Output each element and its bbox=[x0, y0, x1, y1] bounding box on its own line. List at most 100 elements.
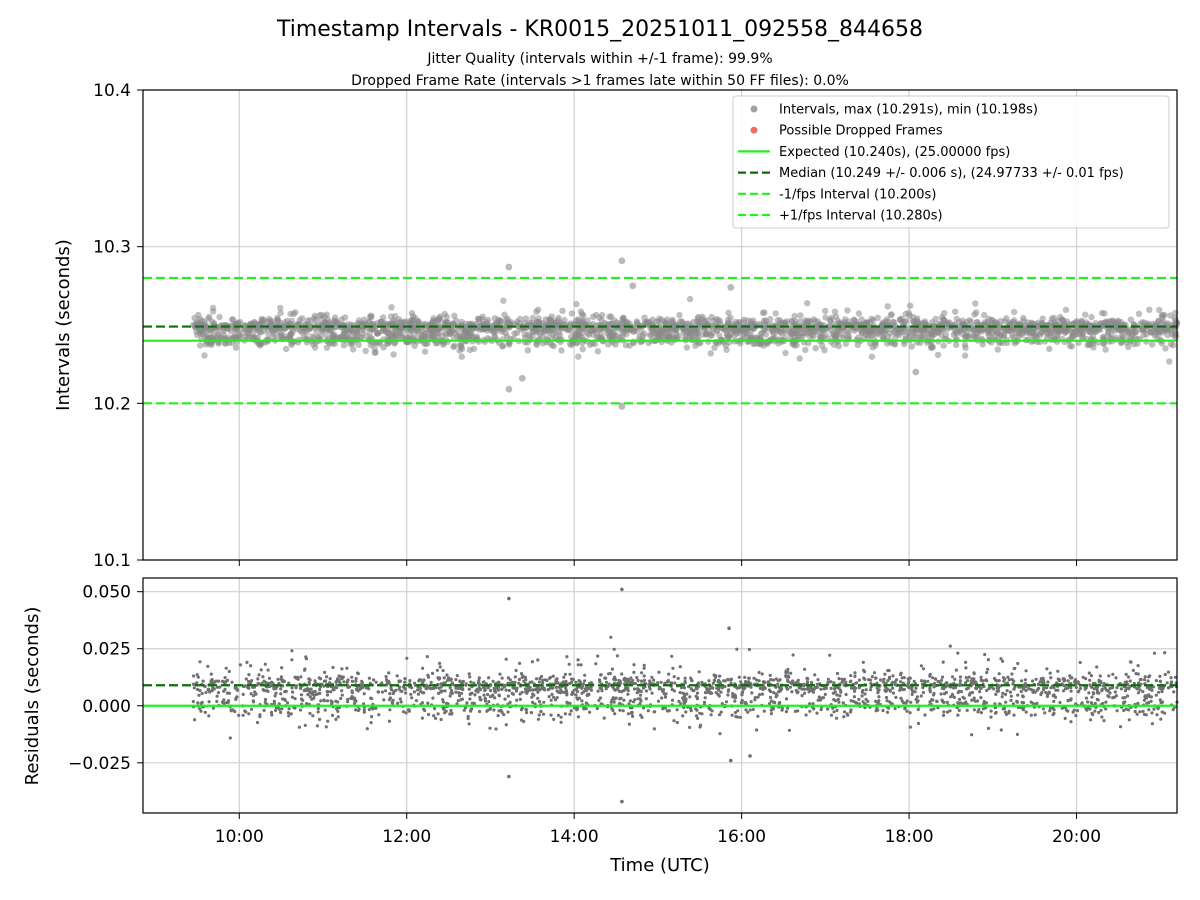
residual-point bbox=[719, 710, 723, 714]
residual-point bbox=[555, 696, 559, 700]
residual-point bbox=[445, 701, 449, 706]
residual-point bbox=[678, 690, 682, 695]
interval-point bbox=[446, 330, 453, 337]
residual-point bbox=[299, 693, 304, 697]
interval-point bbox=[835, 342, 842, 350]
residual-point bbox=[970, 733, 974, 737]
residual-point bbox=[837, 677, 841, 681]
residual-point bbox=[749, 685, 753, 689]
residual-point bbox=[743, 700, 748, 704]
residual-point bbox=[502, 713, 506, 717]
residual-point bbox=[1141, 709, 1145, 714]
residual-point bbox=[388, 692, 392, 696]
residual-point bbox=[450, 688, 454, 693]
residual-point bbox=[201, 679, 205, 683]
residual-point bbox=[459, 686, 463, 690]
residual-point bbox=[464, 683, 468, 687]
interval-point bbox=[726, 326, 733, 334]
interval-point bbox=[396, 329, 403, 336]
residual-point bbox=[835, 708, 839, 713]
interval-point bbox=[568, 310, 576, 317]
residual-point bbox=[530, 695, 534, 699]
residual-point bbox=[956, 701, 960, 705]
residual-point bbox=[1123, 689, 1128, 693]
residual-point bbox=[192, 686, 196, 690]
residual-point bbox=[1133, 709, 1137, 714]
residual-point bbox=[941, 713, 946, 718]
residual-point bbox=[964, 681, 968, 685]
residual-point bbox=[985, 670, 989, 675]
residual-point bbox=[877, 695, 881, 699]
interval-point bbox=[1062, 306, 1070, 313]
residual-point bbox=[599, 687, 604, 691]
residual-point bbox=[404, 691, 408, 695]
interval-point bbox=[191, 314, 198, 322]
interval-point bbox=[502, 330, 509, 337]
residual-point bbox=[870, 675, 875, 679]
residual-point bbox=[1010, 672, 1014, 676]
residual-point bbox=[874, 699, 878, 704]
residual-point bbox=[872, 671, 877, 675]
interval-point bbox=[1146, 306, 1153, 313]
interval-point bbox=[598, 317, 605, 324]
interval-point bbox=[862, 331, 870, 338]
residual-point bbox=[935, 699, 939, 704]
residual-point bbox=[698, 723, 703, 727]
residual-point bbox=[610, 667, 615, 671]
residual-point bbox=[1088, 707, 1092, 711]
residual-point bbox=[639, 679, 644, 683]
residual-point bbox=[598, 696, 603, 700]
residual-point bbox=[1001, 659, 1005, 663]
residual-point bbox=[244, 710, 248, 714]
residual-point bbox=[964, 666, 968, 670]
residual-point bbox=[563, 712, 568, 716]
residual-point bbox=[777, 685, 781, 689]
residual-point bbox=[997, 679, 1001, 683]
residual-point bbox=[218, 685, 222, 689]
residual-point bbox=[318, 687, 322, 692]
residual-point bbox=[964, 660, 968, 664]
residual-point bbox=[1123, 696, 1127, 700]
residual-point bbox=[958, 683, 962, 688]
residual-point bbox=[978, 690, 982, 694]
residual-point bbox=[954, 668, 959, 672]
residual-point bbox=[586, 687, 591, 691]
residual-point bbox=[564, 689, 569, 693]
residual-point bbox=[754, 678, 759, 682]
interval-point bbox=[768, 327, 775, 334]
residual-point bbox=[977, 708, 981, 712]
interval-point bbox=[220, 331, 228, 339]
residual-point bbox=[642, 678, 647, 683]
interval-point bbox=[890, 318, 897, 326]
residual-point bbox=[200, 691, 204, 696]
residual-point bbox=[536, 658, 540, 662]
residual-point bbox=[1165, 681, 1169, 685]
residual-point bbox=[1157, 686, 1162, 690]
residual-point bbox=[477, 676, 481, 680]
residual-point bbox=[891, 674, 895, 678]
residual-point bbox=[910, 692, 914, 697]
residual-point bbox=[667, 672, 671, 676]
residual-point bbox=[874, 676, 878, 680]
residual-point bbox=[455, 702, 459, 706]
residual-point bbox=[762, 709, 766, 713]
residual-point bbox=[874, 709, 878, 713]
residual-point bbox=[257, 682, 261, 686]
residual-point bbox=[635, 691, 639, 695]
residual-point bbox=[936, 706, 940, 710]
residual-point bbox=[658, 686, 663, 691]
residual-point bbox=[200, 700, 204, 705]
residual-point bbox=[449, 677, 453, 681]
residual-point bbox=[888, 688, 892, 692]
residual-point bbox=[489, 689, 493, 693]
residual-point bbox=[448, 694, 452, 698]
residual-point bbox=[853, 674, 857, 679]
residual-point bbox=[1115, 709, 1119, 713]
residual-point bbox=[433, 707, 437, 711]
residual-point bbox=[630, 706, 634, 710]
residual-point bbox=[224, 666, 228, 670]
residual-point bbox=[1013, 666, 1017, 670]
residual-point bbox=[436, 691, 441, 696]
interval-point bbox=[850, 316, 858, 323]
